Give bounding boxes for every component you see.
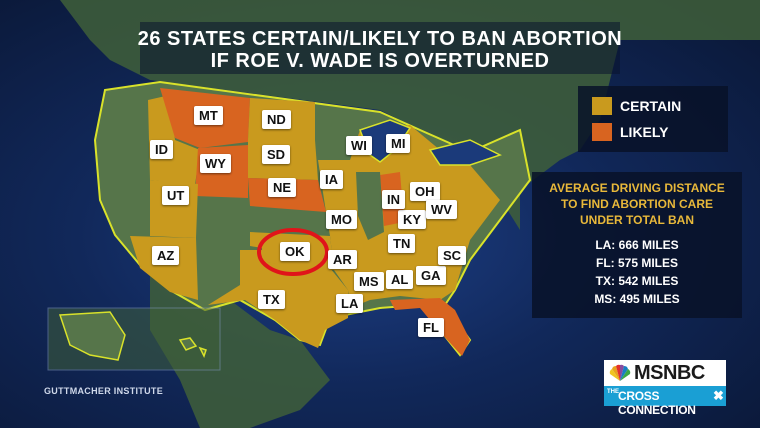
state-label-az: AZ xyxy=(152,246,180,265)
state-label-wv: WV xyxy=(426,200,457,219)
logo-x-mark: ✖ xyxy=(713,388,724,403)
title-line-2: IF ROE V. WADE IS OVERTURNED xyxy=(210,50,550,72)
state-label-ut: UT xyxy=(162,186,190,205)
distance-tx: TX: 542 MILES xyxy=(595,274,679,288)
state-label-oh: OH xyxy=(410,182,440,201)
logo-bottom-bar: THE CROSS CONNECTION ✖ xyxy=(604,386,726,417)
panel-heading-line-2: TO FIND ABORTION CARE xyxy=(561,197,713,211)
state-label-in: IN xyxy=(382,190,405,209)
region-IL xyxy=(356,172,384,240)
distance-la: LA: 666 MILES xyxy=(595,238,679,252)
state-label-ky: KY xyxy=(398,210,427,229)
distance-ms: MS: 495 MILES xyxy=(594,292,680,306)
state-label-sc: SC xyxy=(438,246,467,265)
distance-fl: FL: 575 MILES xyxy=(595,256,678,270)
legend-label-likely: LIKELY xyxy=(620,124,669,140)
hawaii-shape xyxy=(178,337,207,358)
logo-show-name: CROSS CONNECTION xyxy=(618,389,696,417)
title-line-1: 26 STATES CERTAIN/LIKELY TO BAN ABORTION xyxy=(137,28,623,50)
state-label-la: LA xyxy=(336,294,364,313)
state-label-fl: FL xyxy=(418,318,444,337)
legend-item-likely: LIKELY xyxy=(592,122,669,142)
state-label-ne: NE xyxy=(268,178,297,197)
state-label-id: ID xyxy=(150,140,173,159)
state-label-ok: OK xyxy=(280,242,310,261)
panel-heading-line-3: UNDER TOTAL BAN xyxy=(580,213,694,227)
logo-top-bar: MSNBC xyxy=(604,360,726,386)
legend-swatch-likely xyxy=(592,123,612,141)
state-label-nd: ND xyxy=(262,110,291,129)
oklahoma-highlight-circle xyxy=(257,228,329,276)
logo-brand: MSNBC xyxy=(634,362,705,384)
region-FL xyxy=(390,298,470,356)
state-label-ga: GA xyxy=(416,266,446,285)
state-label-ms: MS xyxy=(354,272,384,291)
state-label-mi: MI xyxy=(386,134,411,153)
state-label-tx: TX xyxy=(258,290,285,309)
driving-distance-panel: AVERAGE DRIVING DISTANCE TO FIND ABORTIO… xyxy=(532,172,742,318)
state-label-mo: MO xyxy=(326,210,357,229)
state-label-ia: IA xyxy=(320,170,343,189)
state-label-al: AL xyxy=(386,270,414,289)
legend: CERTAIN LIKELY xyxy=(578,86,728,152)
network-logo: MSNBC THE CROSS CONNECTION ✖ xyxy=(604,360,726,417)
state-label-tn: TN xyxy=(388,234,416,253)
state-label-wi: WI xyxy=(346,136,372,155)
title-band xyxy=(140,22,620,74)
alaska-shape xyxy=(58,311,126,361)
panel-heading-line-1: AVERAGE DRIVING DISTANCE xyxy=(549,181,725,195)
state-label-sd: SD xyxy=(262,145,291,164)
logo-prefix: THE xyxy=(607,389,619,395)
state-label-wy: WY xyxy=(200,154,231,173)
peacock-icon xyxy=(609,364,631,381)
state-label-mt: MT xyxy=(194,106,223,125)
legend-swatch-certain xyxy=(592,97,612,115)
state-label-ar: AR xyxy=(328,250,357,269)
region-ID xyxy=(148,95,200,185)
legend-item-certain: CERTAIN xyxy=(592,96,681,116)
source-credit: GUTTMACHER INSTITUTE xyxy=(44,386,163,396)
legend-label-certain: CERTAIN xyxy=(620,98,682,114)
region-AZ xyxy=(130,236,198,300)
